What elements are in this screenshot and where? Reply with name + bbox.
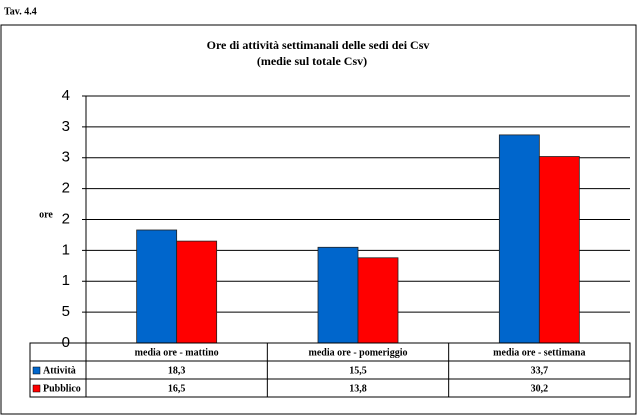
y-tick-label: 3 — [62, 149, 70, 166]
bar — [136, 229, 178, 344]
bar — [317, 246, 359, 344]
chart-frame — [0, 24, 637, 415]
legend-label: Attività — [43, 365, 76, 376]
value-label: 16,5 — [168, 383, 186, 394]
x-tick-label: media ore - settimana — [493, 347, 585, 358]
value-label: 18,3 — [168, 365, 186, 376]
header: Tav. 4.4 — [4, 6, 37, 17]
bar — [176, 240, 218, 344]
y-tick-label: 3 — [62, 118, 70, 135]
y-tick-label: 2 — [62, 180, 70, 197]
bar — [538, 156, 580, 344]
y-tick-label: 4 — [62, 87, 70, 104]
value-label: 15,5 — [349, 365, 367, 376]
chart-title: Ore di attività settimanali delle sedi d… — [207, 38, 430, 52]
x-tick-label: media ore - pomeriggio — [309, 347, 408, 358]
value-label: 30,2 — [531, 383, 549, 394]
bar — [498, 134, 540, 344]
bar — [357, 257, 399, 344]
chart-subtitle: (medie sul totale Csv) — [257, 54, 367, 68]
table-frame — [29, 342, 631, 398]
y-tick-label: 5 — [62, 303, 70, 320]
legend-label: Pubblico — [43, 383, 81, 394]
value-label: 13,8 — [349, 383, 367, 394]
y-tick-label: 1 — [62, 272, 70, 289]
x-tick-label: media ore - mattino — [135, 347, 219, 358]
y-axis-label: ore — [39, 209, 53, 220]
y-tick-label: 0 — [62, 334, 70, 351]
legend-swatch — [32, 384, 41, 393]
y-tick-label: 2 — [62, 210, 70, 227]
value-label: 33,7 — [531, 365, 549, 376]
legend-swatch — [32, 366, 41, 375]
y-tick-label: 1 — [62, 241, 70, 258]
